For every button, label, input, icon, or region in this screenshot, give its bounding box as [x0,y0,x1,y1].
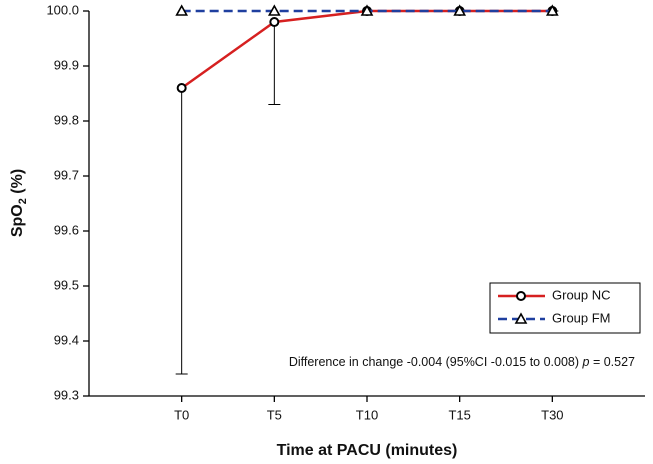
y-tick-label: 99.3 [54,387,79,402]
y-tick-label: 99.9 [54,57,79,72]
marker [360,4,374,16]
x-tick-label: T10 [356,407,378,422]
marker [176,83,187,93]
legend-label: Group NC [552,287,611,302]
legend-box [489,282,641,334]
y-tick-label: 99.4 [54,332,79,347]
marker [269,17,280,27]
y-axis-label: SpO2 (%) [9,169,29,237]
x-tick-label: T15 [448,407,470,422]
legend: Group NC Group FM [489,282,641,334]
marker [545,4,559,16]
y-tick-label: 99.8 [54,112,79,127]
y-label-part: SpO [9,204,26,237]
x-tick-label: T5 [267,407,282,422]
x-axis-label: Time at PACU (minutes) [277,442,458,459]
legend-label: Group FM [552,310,611,325]
marker [514,312,528,324]
marker [267,4,281,16]
error-bar [268,22,281,105]
marker [516,291,526,301]
x-tick-label: T30 [541,407,563,422]
x-tick-label: T0 [174,407,189,422]
annotation-part: p [582,355,590,369]
y-tick-label: 100.0 [46,2,79,17]
marker [175,4,189,16]
series-line [180,9,553,90]
y-label-sub: 2 [17,198,29,204]
annotation: Difference in change -0.004 (95%CI -0.01… [289,355,635,369]
y-tick-label: 99.6 [54,222,79,237]
annotation-part: Difference in change -0.004 (95%CI -0.01… [289,355,583,369]
y-tick-label: 99.5 [54,277,79,292]
annotation-part: = 0.527 [589,355,635,369]
error-bar [175,88,188,375]
y-tick-label: 99.7 [54,167,79,182]
y-label-part: (%) [9,169,26,198]
marker [453,4,467,16]
